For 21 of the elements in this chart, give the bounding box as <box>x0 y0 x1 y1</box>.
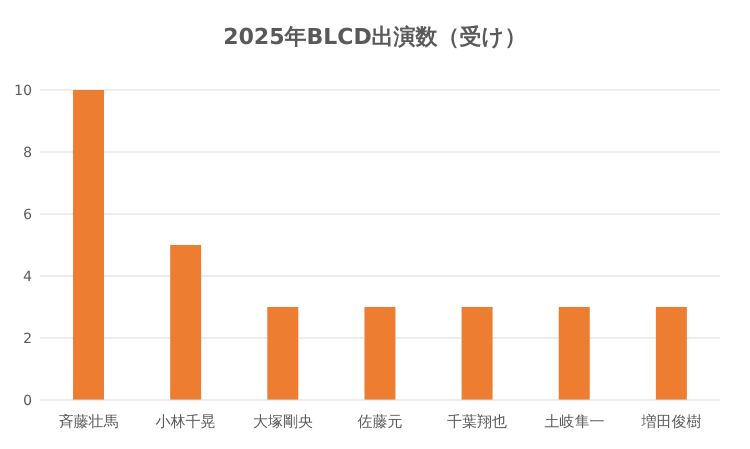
y-tick-label: 8 <box>23 144 32 161</box>
x-tick-label: 小林千晃 <box>156 412 216 431</box>
bar <box>462 307 493 400</box>
x-tick-label: 斉藤壮馬 <box>58 412 119 431</box>
x-tick-label: 土岐隼一 <box>544 412 604 431</box>
x-tick-label: 千葉翔也 <box>447 412 508 431</box>
bar <box>73 90 104 400</box>
bar <box>170 245 202 400</box>
x-tick-label: 大塚剛央 <box>252 412 313 431</box>
bar <box>364 307 396 400</box>
y-tick-label: 6 <box>23 206 32 223</box>
y-tick-label: 2 <box>23 330 32 347</box>
bar <box>656 307 687 400</box>
chart-title: 2025年BLCD出演数（受け） <box>222 24 528 52</box>
y-tick-label: 4 <box>23 268 32 285</box>
x-tick-label: 佐藤元 <box>358 412 402 431</box>
x-tick-label: 増田俊樹 <box>640 412 702 431</box>
bar <box>558 307 590 400</box>
y-tick-label: 0 <box>23 392 32 409</box>
bar <box>267 307 298 400</box>
y-tick-label: 10 <box>14 82 32 99</box>
